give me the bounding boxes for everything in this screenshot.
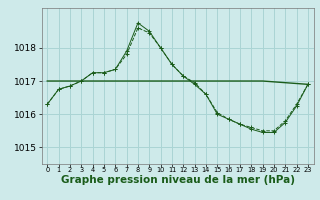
X-axis label: Graphe pression niveau de la mer (hPa): Graphe pression niveau de la mer (hPa) (60, 175, 295, 185)
